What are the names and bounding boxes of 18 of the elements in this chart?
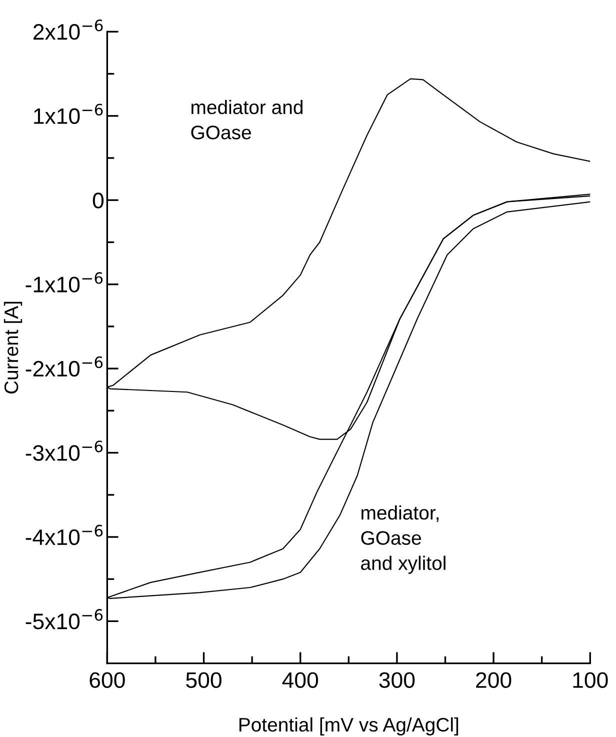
x-axis-title: Potential [mV vs Ag/AgCl] — [239, 717, 458, 736]
x-tick-label: 200 — [476, 672, 512, 688]
y-tick-label: -4x10$^{−6}$ — [26, 524, 103, 546]
y-tick-label: -1x10$^{−6}$ — [26, 272, 103, 292]
x-tick-label: 600 — [90, 672, 125, 688]
y-tick-label: 0 — [92, 192, 104, 208]
x-tick-label: 400 — [282, 672, 318, 688]
y-tick-label: 2x10$^{−6}$ — [34, 20, 103, 40]
annotation: mediator, GOase and xylitol — [361, 505, 446, 574]
y-tick-label: 1x10$^{−6}$ — [34, 104, 103, 124]
annotation: mediator and GOase — [191, 100, 302, 140]
x-tick-label: 100 — [573, 672, 608, 688]
y-tick-label: -3x10$^{−6}$ — [26, 440, 103, 461]
x-tick-label: 500 — [186, 672, 222, 688]
y-axis-title: Current [A] — [4, 302, 22, 394]
x-tick-label: 300 — [379, 672, 415, 688]
y-tick-label: -2x10$^{−6}$ — [26, 356, 103, 377]
y-tick-label: -5x10$^{−6}$ — [26, 609, 103, 630]
